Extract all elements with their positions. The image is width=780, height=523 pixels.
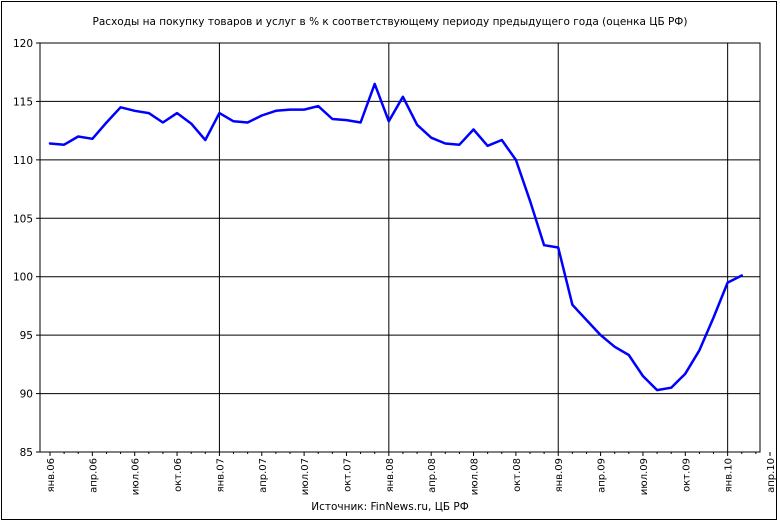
x-tick-label: окт.06: [173, 458, 184, 492]
x-tick-label: апр.08: [427, 458, 438, 493]
x-tick-label: янв.06: [46, 458, 57, 492]
x-tick-label: янв.09: [554, 458, 565, 492]
x-tick-label: окт.09: [681, 458, 692, 492]
x-tick-label: янв.08: [385, 458, 396, 492]
series-line: [48, 82, 744, 392]
x-tick-label: апр.07: [258, 458, 269, 493]
x-tick-label: апр.06: [88, 458, 99, 493]
x-tick-label: июл.08: [470, 458, 481, 495]
chart-title: Расходы на покупку товаров и услуг в % к…: [92, 16, 688, 28]
y-tick-label: 100: [13, 272, 33, 284]
x-tick-label: апр.10: [766, 458, 777, 493]
x-tick-label: янв.07: [215, 458, 226, 492]
y-tick-label: 90: [20, 389, 33, 401]
y-tick-label: 95: [20, 330, 33, 342]
x-tick-label: июл.07: [300, 458, 311, 495]
y-tick-label: 85: [20, 447, 33, 459]
x-tick-label: июл.09: [639, 458, 650, 495]
y-tick-label: 120: [13, 38, 33, 50]
x-tick-label: июл.06: [131, 458, 142, 495]
y-tick-label: 110: [13, 155, 33, 167]
plot-area: [39, 42, 761, 453]
y-tick-label: 115: [13, 96, 33, 108]
x-tick-label: янв.10: [724, 458, 735, 492]
x-tick-label: окт.07: [342, 458, 353, 492]
x-tick-label: апр.09: [597, 458, 608, 493]
y-tick-label: 105: [13, 213, 33, 225]
x-tick-label: окт.08: [512, 458, 523, 492]
chart-source: Источник: FinNews.ru, ЦБ РФ: [311, 501, 469, 513]
